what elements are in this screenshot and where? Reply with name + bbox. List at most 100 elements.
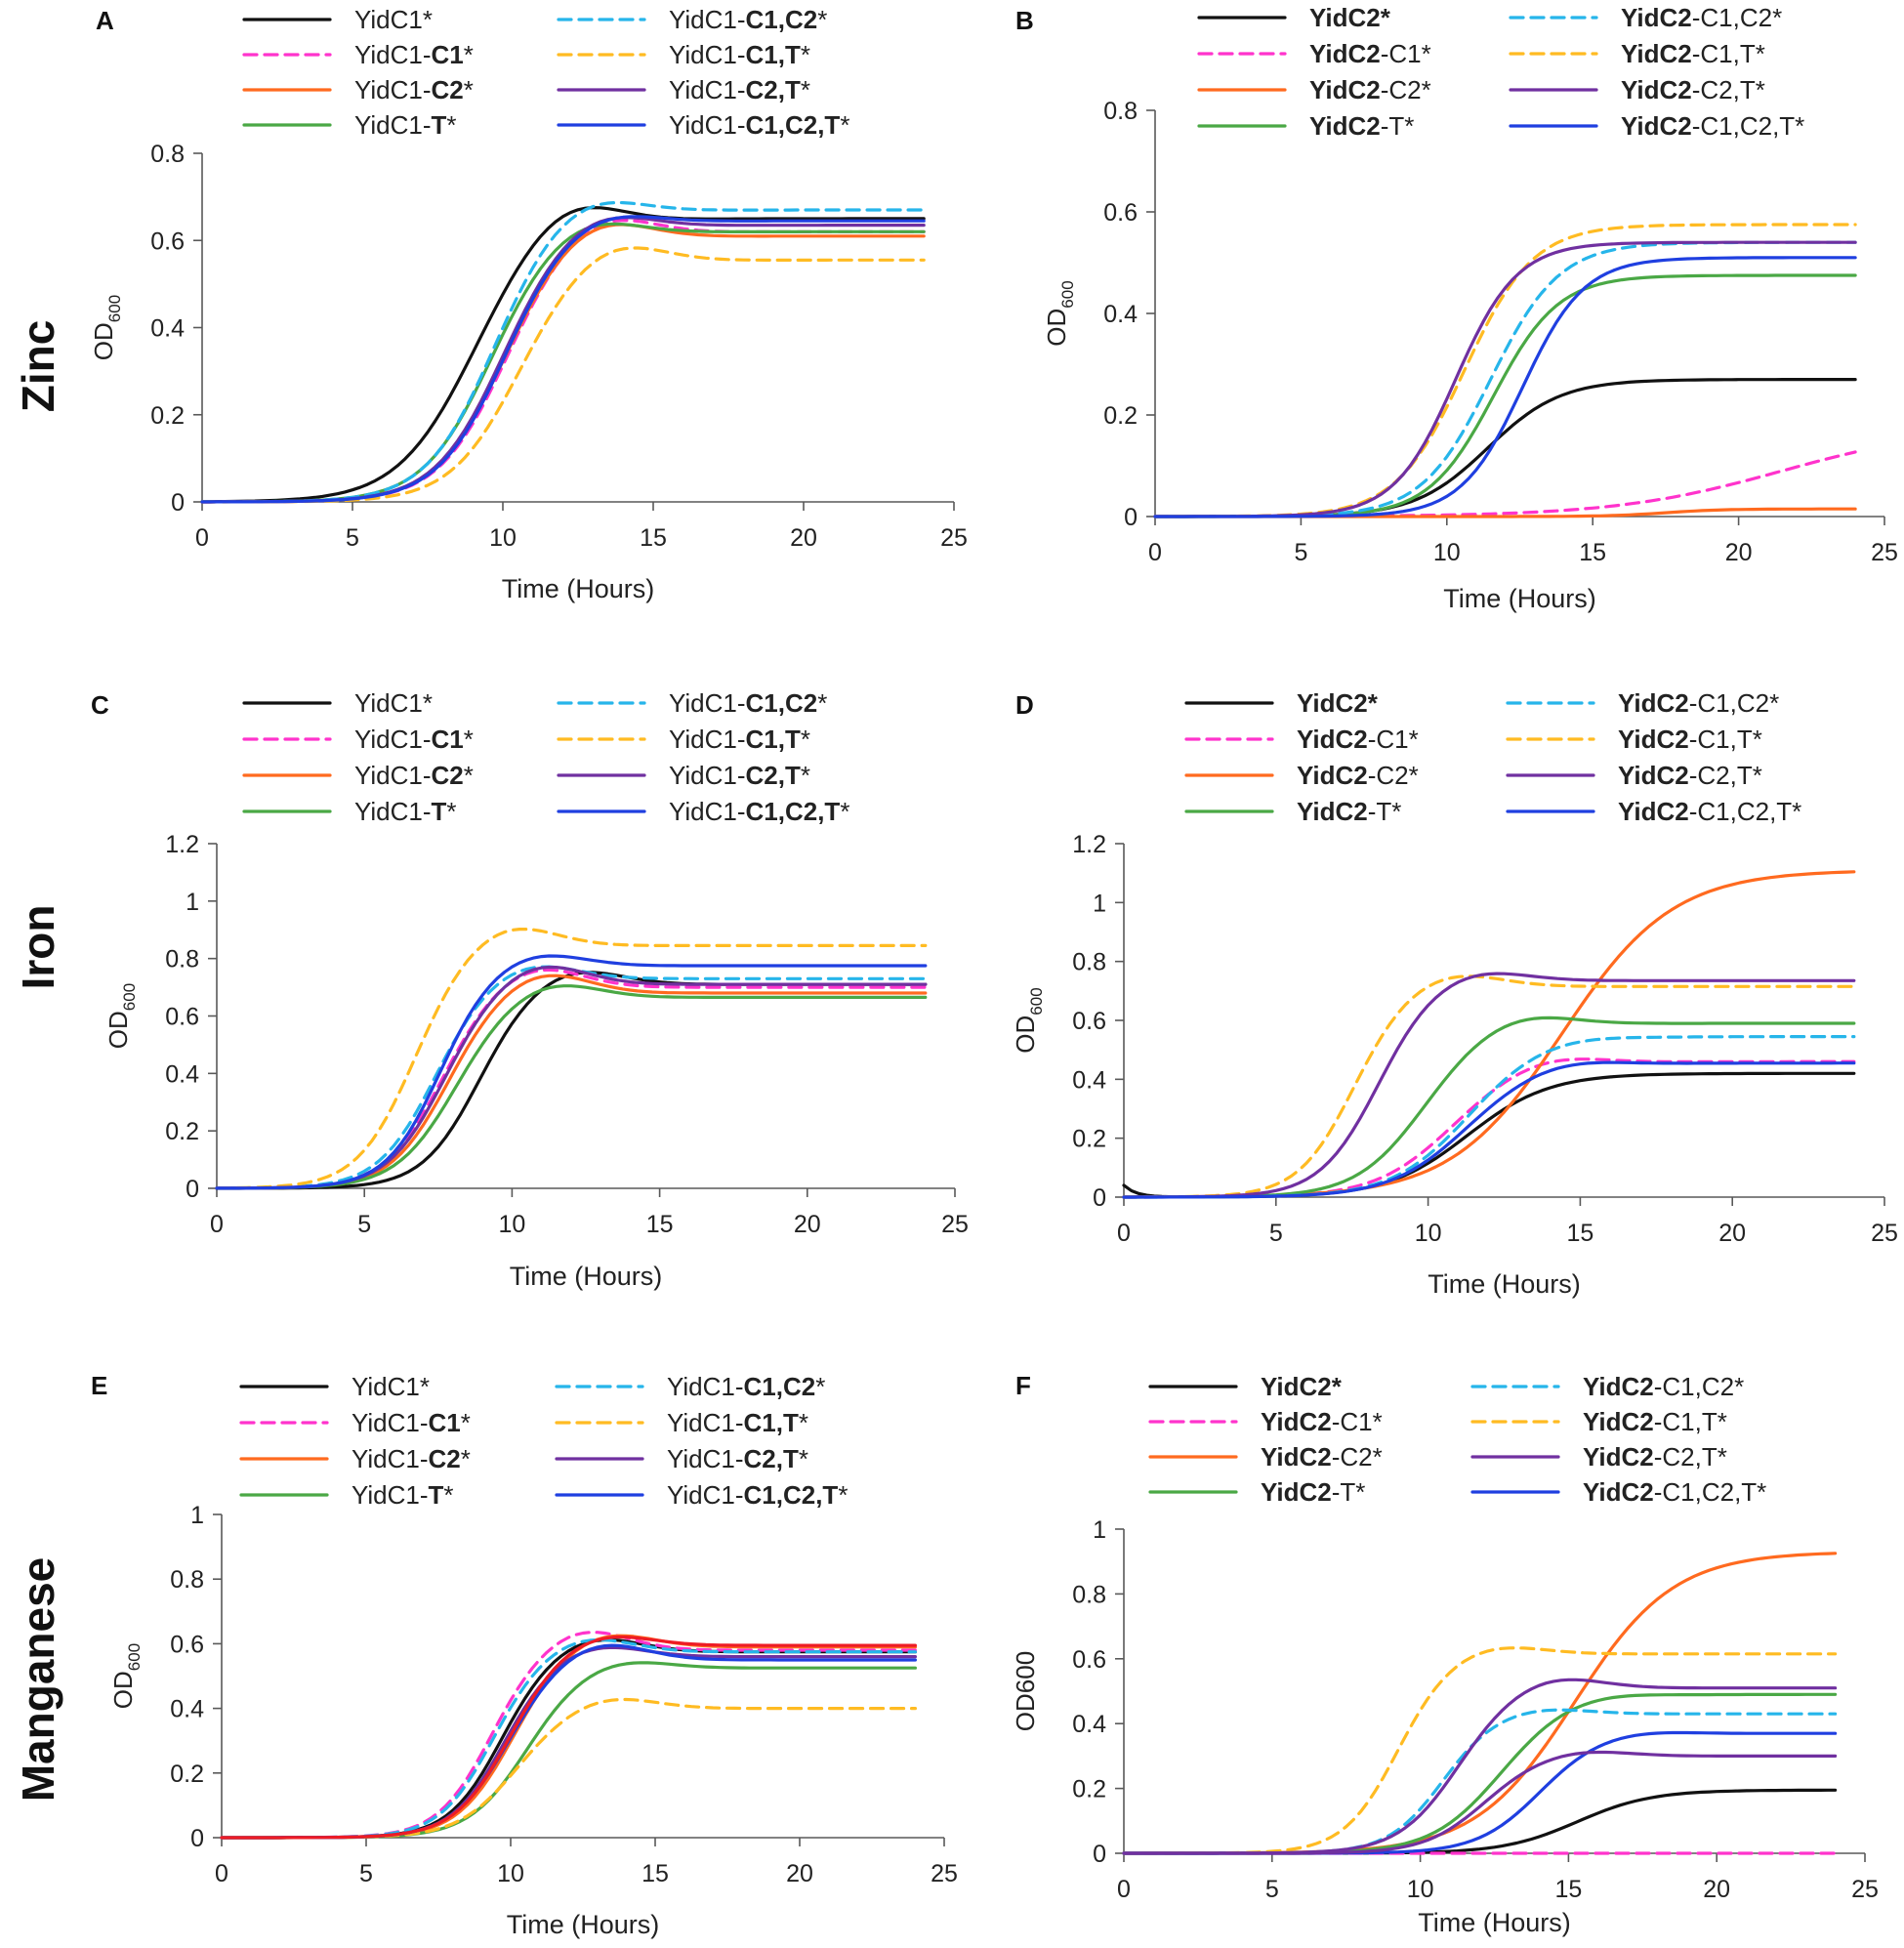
series-line-yidc1-c1-c2-t- — [220, 1643, 918, 1840]
series-line-yidc2-t- — [1122, 1692, 1838, 1855]
legend-label: YidC1-C2* — [352, 1444, 471, 1473]
legend-item: YidC1-C2,T* — [557, 75, 810, 104]
x-axis-title: Time (Hours) — [507, 1910, 660, 1939]
series-line-yidc2-c1-c2-t- — [1122, 1730, 1838, 1855]
y-tick-label: 0 — [171, 489, 185, 517]
y-axis-title-subscript: 600 — [120, 983, 139, 1011]
series-line-yidc1- — [215, 971, 928, 1190]
legend-item: YidC2-T* — [1197, 111, 1414, 141]
y-tick-label: 0.6 — [1072, 1646, 1106, 1674]
y-tick-label: 0.6 — [170, 1631, 204, 1658]
legend-item: YidC2-C1* — [1197, 39, 1431, 68]
legend-label: YidC2-T* — [1261, 1477, 1365, 1507]
series-line-yidc1-c1-t- — [200, 246, 926, 504]
series-line-yidc1-c1-c2-t- — [215, 954, 928, 1190]
y-tick-label: 0.2 — [1072, 1126, 1106, 1153]
series-line-yidc2-c2-t- — [1122, 972, 1856, 1199]
legend-label: YidC1-C1,C2* — [669, 688, 827, 718]
legend-item: YidC1-C1,T* — [555, 1408, 808, 1437]
legend-label: YidC1-C2* — [354, 75, 474, 104]
x-tick-label: 20 — [1718, 1220, 1746, 1247]
legend-label: YidC1* — [352, 1372, 430, 1401]
x-tick-label: 15 — [1566, 1220, 1594, 1247]
legend-item: YidC1-C1,T* — [557, 40, 810, 69]
x-tick-label: 0 — [1117, 1220, 1131, 1247]
y-tick-label: 0.8 — [1103, 98, 1138, 125]
x-tick-label: 25 — [941, 1211, 969, 1238]
y-tick-label: 0 — [1093, 1184, 1106, 1212]
x-tick-label: 20 — [786, 1860, 813, 1887]
x-tick-label: 0 — [210, 1211, 224, 1238]
x-tick-label: 0 — [1117, 1876, 1131, 1903]
x-axis-title: Time (Hours) — [510, 1262, 663, 1291]
x-tick-label: 10 — [497, 1860, 524, 1887]
legend-label: YidC1-T* — [354, 110, 457, 140]
x-axis-title: Time (Hours) — [1418, 1908, 1571, 1937]
legend-label: YidC1-C1,T* — [669, 40, 810, 69]
series-line-yidc2-c1-c2-t- — [1122, 1060, 1856, 1199]
legend-item: YidC1-C1,C2,T* — [557, 797, 849, 826]
legend-item: YidC1-C1,C2,T* — [555, 1480, 848, 1510]
panel-letter: C — [91, 690, 109, 720]
legend-label: YidC1-C2,T* — [667, 1444, 808, 1473]
legend-item: YidC1-C1* — [242, 725, 474, 754]
series-line-yidc1-c2-t- — [220, 1645, 918, 1840]
legend-item: YidC1-C2,T* — [557, 761, 810, 790]
series-line-yidc2-c2-t- — [1122, 1678, 1838, 1855]
legend-item: YidC1-C2* — [242, 761, 474, 790]
y-axis-title-main: OD — [103, 1011, 133, 1049]
legend-item: YidC2-C1,C2,T* — [1506, 797, 1801, 826]
legend-item: YidC1-C1,C2,T* — [557, 110, 849, 140]
series-line-yidc1-c2- — [200, 223, 926, 504]
x-tick-label: 15 — [1579, 539, 1606, 566]
panel-b: B 0 0.2 0.4 0.6 0.8 0 5 10 15 20 25 Time (Hours) OD60… — [1015, 3, 1898, 613]
x-tick-label: 10 — [498, 1211, 525, 1238]
series-line-extra — [1122, 1750, 1838, 1855]
series-line-yidc2- — [1122, 1071, 1856, 1199]
y-tick-label: 0.6 — [165, 1004, 199, 1031]
y-axis-title-subscript: 600 — [125, 1643, 144, 1671]
legend-label: YidC1-C1* — [354, 40, 474, 69]
x-axis-title: Time (Hours) — [1428, 1269, 1581, 1299]
y-axis-title-main: OD — [1042, 309, 1071, 347]
legend-item: YidC1-C1* — [242, 40, 474, 69]
y-tick-label: 0 — [1093, 1841, 1106, 1868]
legend-item: YidC1-C1* — [239, 1408, 471, 1437]
y-tick-label: 0.8 — [165, 946, 199, 974]
panel-letter: A — [96, 6, 114, 35]
y-tick-label: 1 — [1093, 1516, 1106, 1544]
legend-label: YidC2-C1,C2* — [1583, 1372, 1744, 1401]
x-tick-label: 25 — [1871, 1220, 1898, 1247]
legend-item: YidC2* — [1197, 3, 1391, 32]
legend-label: YidC1-C1,C2,T* — [667, 1480, 848, 1510]
y-tick-label: 0.4 — [165, 1060, 199, 1088]
series-line-yidc1-c1-t- — [215, 927, 928, 1190]
y-axis-title-main: OD — [89, 322, 118, 360]
y-tick-label: 0.2 — [1072, 1776, 1106, 1803]
x-tick-label: 25 — [940, 524, 968, 552]
legend-item: YidC2-C1,C2,T* — [1470, 1477, 1766, 1507]
legend-item: YidC1-T* — [242, 110, 457, 140]
legend-label: YidC2-C2,T* — [1621, 75, 1765, 104]
y-axis-title-subscript: 600 — [1027, 987, 1046, 1015]
y-tick-label: 0.8 — [170, 1566, 204, 1594]
legend-item: YidC2-C2,T* — [1506, 761, 1762, 790]
legend-label: YidC1* — [354, 688, 433, 718]
y-tick-label: 0.4 — [1103, 301, 1138, 328]
row-label-manganese: Manganese — [13, 1557, 63, 1803]
y-axis-title-subscript: 600 — [105, 295, 124, 322]
legend-item: YidC2* — [1148, 1372, 1343, 1401]
series-line-yidc1-c1-c2- — [215, 965, 928, 1190]
legend-item: YidC2-C2* — [1148, 1442, 1383, 1471]
y-tick-label: 0.8 — [1072, 1581, 1106, 1608]
y-tick-label: 0.4 — [1072, 1066, 1106, 1094]
x-tick-label: 20 — [1703, 1876, 1730, 1903]
y-tick-label: 0.4 — [1072, 1711, 1106, 1738]
legend-label: YidC2-C1,C2* — [1618, 688, 1779, 718]
legend-label: YidC2-C2* — [1261, 1442, 1383, 1471]
legend-label: YidC2-C1* — [1261, 1407, 1383, 1436]
y-tick-label: 0.4 — [150, 315, 185, 343]
legend-label: YidC2-C1,C2* — [1621, 3, 1782, 32]
legend-item: YidC2-C2,T* — [1509, 75, 1765, 104]
